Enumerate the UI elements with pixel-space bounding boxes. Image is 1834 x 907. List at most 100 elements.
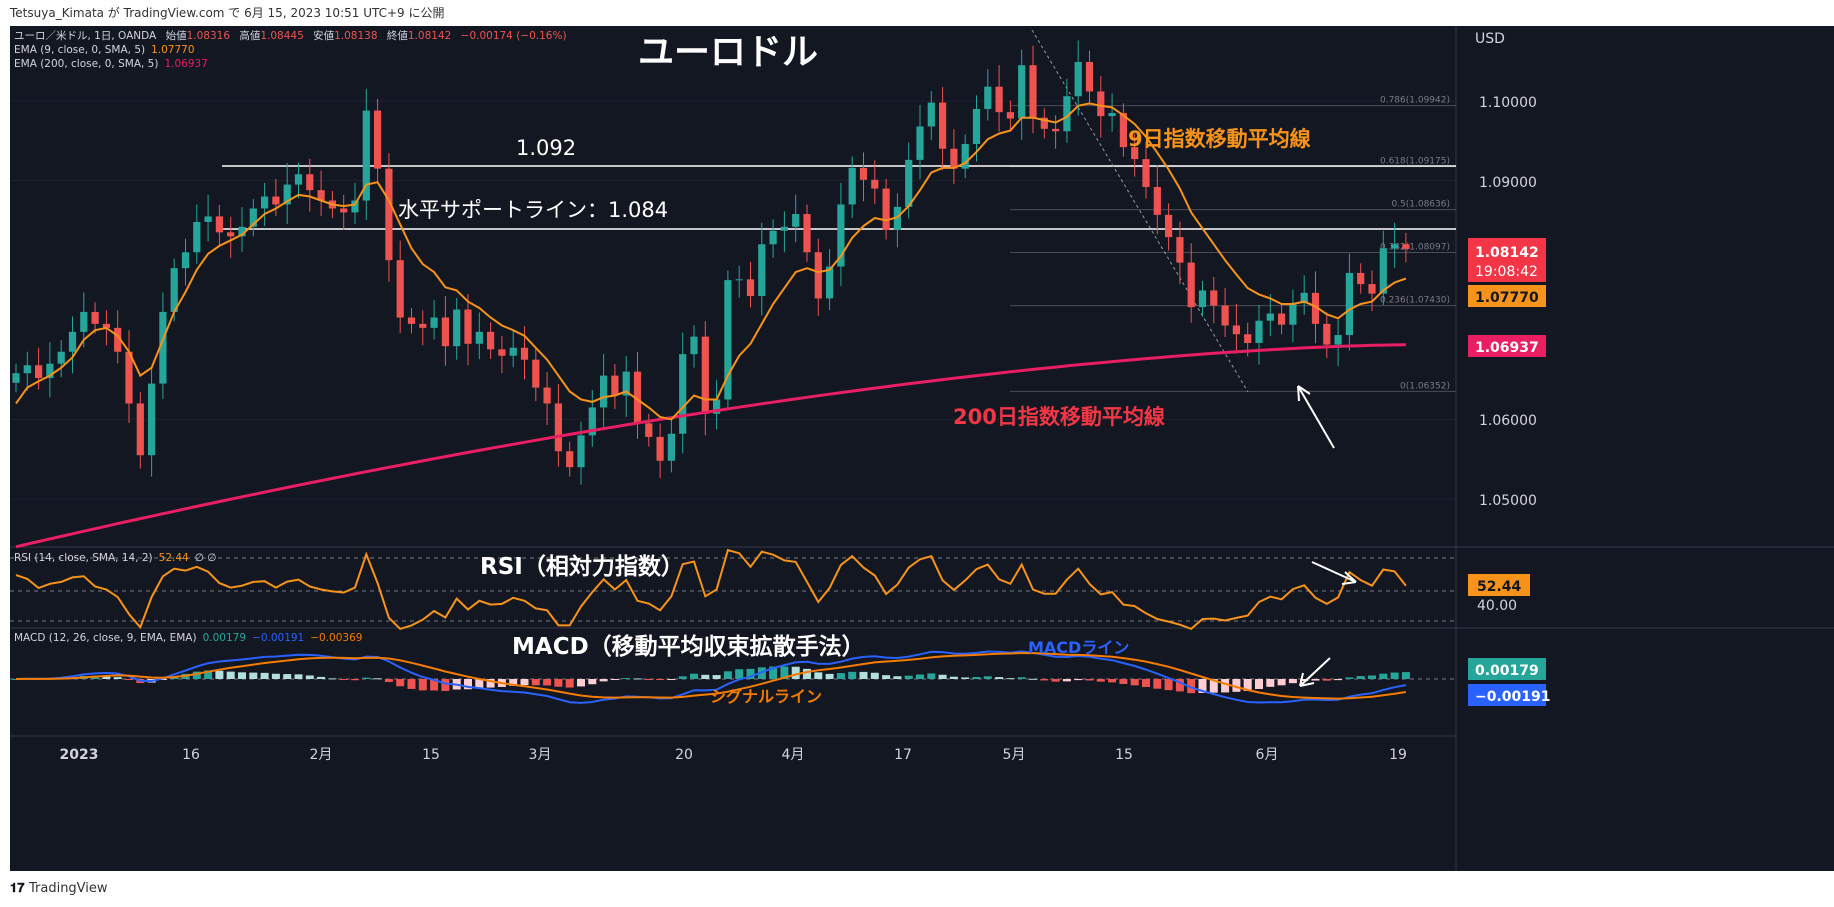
fib-level-label: 0.382(1.08097)	[1380, 242, 1450, 252]
macd-histogram-bar	[351, 679, 359, 681]
candle-body	[1153, 186, 1161, 215]
candle-body	[1368, 284, 1376, 294]
legend-macd[interactable]: MACD (12, 26, close, 9, EMA, EMA) 0.00179…	[14, 632, 362, 644]
macd-histogram-bar	[396, 679, 405, 687]
fib-level-label: 0.5(1.08636)	[1391, 200, 1450, 210]
macd-histogram-bar	[916, 674, 924, 679]
time-tick-label: 4月	[782, 747, 805, 763]
chart-area[interactable]: 0.786(1.09942) 0.618(1.09175) 0.5(1.08636)…	[10, 26, 1834, 871]
arrow-annotation-rsi[interactable]	[1311, 561, 1357, 585]
legend-rsi[interactable]: RSI (14, close, SMA, 14, 2) 52.44 ∅ ∅	[14, 552, 216, 564]
macd-histogram-bar	[690, 673, 698, 679]
candle-body	[1006, 112, 1014, 119]
macd-histogram-bar	[102, 676, 111, 679]
time-tick-label: 6月	[1256, 747, 1279, 763]
macd-histogram-bar	[780, 666, 789, 679]
macd-histogram-bar	[859, 671, 868, 679]
chart-title: ユーロドル	[638, 32, 818, 73]
macd-histogram-bar	[339, 679, 348, 680]
macd-histogram-bar	[1356, 676, 1365, 679]
candle-body	[780, 226, 788, 231]
macd-histogram-bar	[961, 677, 970, 679]
candle-body	[882, 188, 890, 230]
time-tick-label: 2023	[60, 747, 99, 763]
macd-histogram-bar	[1379, 673, 1388, 679]
macd-histogram-bar	[1142, 679, 1150, 687]
candle-body	[419, 323, 427, 328]
macd-histogram-bar	[1322, 679, 1331, 681]
macd-histogram-bar	[1300, 679, 1309, 682]
macd-histogram-bar	[1209, 679, 1218, 693]
countdown-timer: 19:08:42	[1475, 264, 1538, 280]
macd-histogram-bar	[599, 679, 608, 682]
macd-histogram-bar	[1119, 679, 1128, 685]
candle-body	[1052, 128, 1060, 132]
time-tick-label: 5月	[1003, 747, 1026, 763]
arrow-annotation-macd[interactable]	[1299, 657, 1331, 687]
candle-body	[916, 126, 924, 160]
candle-body	[1300, 292, 1308, 304]
candle-body	[249, 208, 257, 227]
candle-body	[939, 102, 947, 149]
macd-histogram-bar	[362, 677, 371, 679]
candle-body	[407, 317, 416, 324]
candle-body	[1278, 313, 1286, 325]
candle-body	[1187, 262, 1195, 308]
candlestick-series[interactable]	[12, 40, 1410, 485]
time-axis[interactable]: 2023 16 2月 15 3月 20 4月 17 5月 15 6月 19	[60, 747, 1407, 763]
candle-body	[724, 280, 732, 400]
candle-body	[57, 351, 65, 364]
macd-histogram-bar	[882, 675, 891, 679]
macd-histogram-bar	[656, 679, 665, 681]
macd-histogram-bar	[577, 679, 585, 687]
macd-histogram-bar	[1051, 679, 1060, 682]
macd-histogram-bar	[1334, 679, 1343, 681]
svg-text:EMA (9, close, 0, SMA, 5)1.077: EMA (9, close, 0, SMA, 5) 1.07770	[14, 44, 195, 56]
candle-body	[294, 174, 303, 185]
macd-histogram-bar	[1096, 679, 1105, 682]
macd-histogram-bar	[373, 678, 382, 680]
macd-histogram-bar	[735, 669, 744, 679]
time-tick-label: 2月	[310, 747, 333, 763]
candle-body	[826, 266, 834, 299]
arrow-annotation-price[interactable]	[1297, 385, 1335, 449]
price-tick: 1.09000	[1479, 175, 1537, 191]
legend-macd-hist: 0.00179	[203, 632, 246, 644]
macd-histogram-bar	[249, 672, 258, 679]
candle-body	[995, 86, 1003, 113]
macd-histogram-bar	[475, 679, 484, 689]
rsi-line[interactable]	[15, 548, 1407, 631]
macd-histogram-bar	[893, 676, 902, 679]
legend-main[interactable]: ユーロ／米ドル, 1日, OANDA 始値1.08316 高値1.08445 安…	[14, 29, 567, 70]
candle-body	[227, 232, 235, 237]
macd-histogram-bar	[509, 679, 518, 686]
candle-body	[215, 216, 223, 233]
price-axis[interactable]: USD 1.10000 1.09000 1.06000 1.05000 1.08…	[1468, 31, 1551, 706]
tradingview-logo-icon: 𝟏𝟕	[10, 881, 29, 896]
signal-line[interactable]	[15, 652, 1407, 700]
support-line-label: 水平サポートライン：1.084	[398, 198, 668, 222]
price-tick: 1.10000	[1479, 95, 1537, 111]
ema200-line[interactable]	[15, 343, 1406, 549]
ema200-price-tag	[1468, 335, 1546, 357]
legend-open-value: 1.08316	[187, 30, 231, 42]
candle-body	[1085, 61, 1094, 92]
candle-body	[577, 435, 585, 468]
candle-body	[1379, 248, 1387, 294]
ema9-line[interactable]	[15, 102, 1407, 421]
candle-body	[701, 336, 709, 414]
candle-body	[136, 403, 144, 456]
legend-macd-line: −0.00191	[252, 632, 304, 644]
macd-histogram-bar	[1198, 679, 1207, 693]
footer: 𝟏𝟕 TradingView	[0, 871, 1834, 907]
candle-body	[1391, 244, 1399, 249]
candle-body	[159, 311, 167, 384]
macd-histogram-bar	[384, 679, 393, 682]
macd-histogram-bar	[407, 679, 416, 689]
candle-body	[430, 317, 438, 328]
price-grid	[10, 100, 1456, 500]
macd-line[interactable]	[15, 650, 1407, 704]
trend-line[interactable]	[1031, 29, 1249, 393]
candle-body	[1266, 313, 1274, 321]
macd-histogram-bar	[283, 674, 292, 679]
